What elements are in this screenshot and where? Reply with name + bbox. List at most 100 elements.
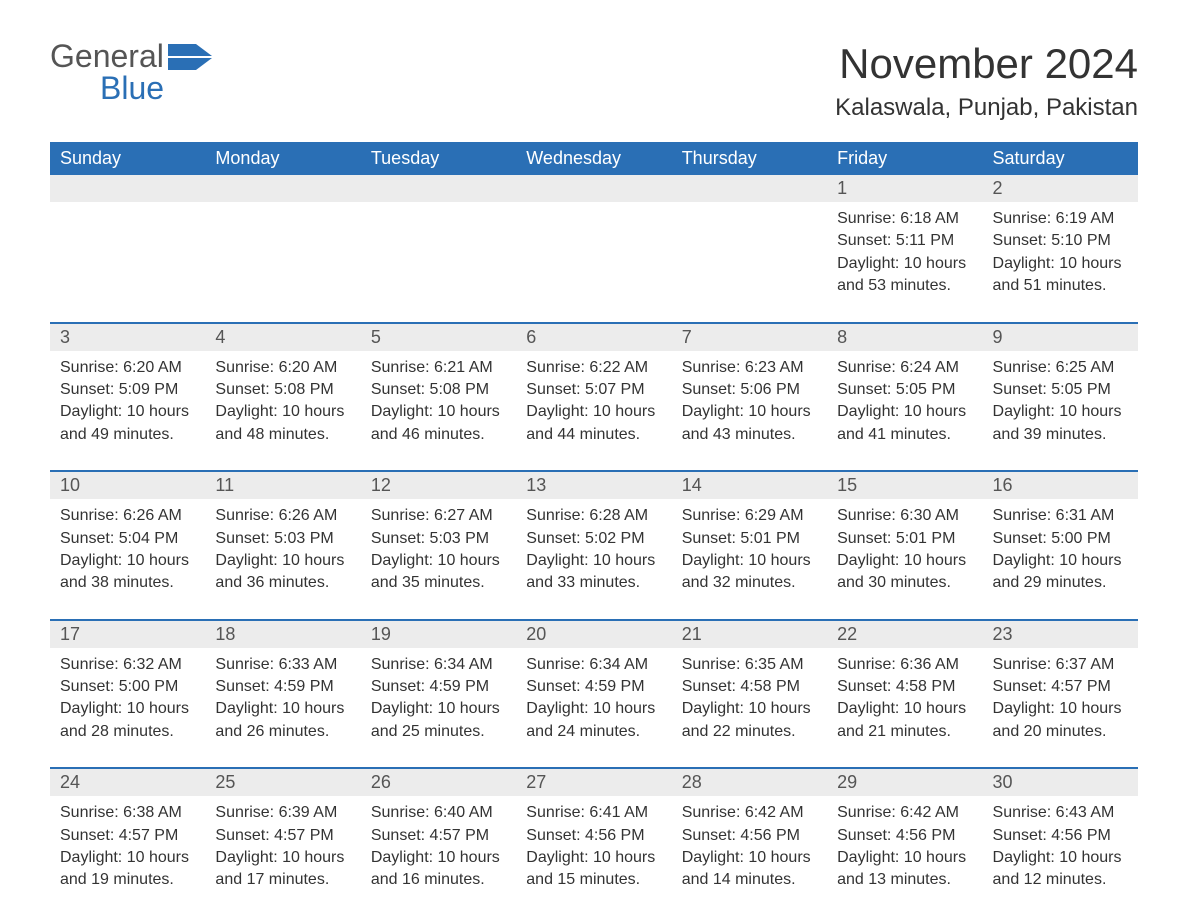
calendar-table: SundayMondayTuesdayWednesdayThursdayFrid… [50, 142, 1138, 916]
day-number: 24 [50, 769, 205, 796]
day-number: 12 [361, 472, 516, 499]
sunrise-text: Sunrise: 6:21 AM [371, 357, 506, 379]
day-number: 27 [516, 769, 671, 796]
calendar-cell [672, 175, 827, 323]
day-number [516, 175, 671, 202]
daylight2-text: and 39 minutes. [993, 424, 1128, 446]
day-number: 3 [50, 324, 205, 351]
sunrise-text: Sunrise: 6:30 AM [837, 505, 972, 527]
day-number: 9 [983, 324, 1138, 351]
weekday-header: Thursday [672, 142, 827, 175]
sunrise-text: Sunrise: 6:35 AM [682, 654, 817, 676]
daylight2-text: and 30 minutes. [837, 572, 972, 594]
weekday-header-row: SundayMondayTuesdayWednesdayThursdayFrid… [50, 142, 1138, 175]
day-data: Sunrise: 6:36 AMSunset: 4:58 PMDaylight:… [827, 648, 982, 768]
month-title: November 2024 [835, 40, 1138, 88]
daylight1-text: Daylight: 10 hours [837, 550, 972, 572]
weekday-header: Saturday [983, 142, 1138, 175]
location: Kalaswala, Punjab, Pakistan [835, 94, 1138, 122]
daylight1-text: Daylight: 10 hours [60, 847, 195, 869]
sunset-text: Sunset: 4:56 PM [526, 825, 661, 847]
sunset-text: Sunset: 4:56 PM [837, 825, 972, 847]
sunset-text: Sunset: 5:00 PM [993, 528, 1128, 550]
day-data: Sunrise: 6:24 AMSunset: 5:05 PMDaylight:… [827, 351, 982, 471]
sunrise-text: Sunrise: 6:38 AM [60, 802, 195, 824]
daylight1-text: Daylight: 10 hours [682, 550, 817, 572]
daylight1-text: Daylight: 10 hours [215, 698, 350, 720]
calendar-week-row: 10Sunrise: 6:26 AMSunset: 5:04 PMDayligh… [50, 471, 1138, 620]
daylight1-text: Daylight: 10 hours [837, 253, 972, 275]
day-number: 1 [827, 175, 982, 202]
calendar-cell: 16Sunrise: 6:31 AMSunset: 5:00 PMDayligh… [983, 471, 1138, 620]
calendar-cell: 10Sunrise: 6:26 AMSunset: 5:04 PMDayligh… [50, 471, 205, 620]
calendar-cell: 19Sunrise: 6:34 AMSunset: 4:59 PMDayligh… [361, 620, 516, 769]
calendar-cell: 20Sunrise: 6:34 AMSunset: 4:59 PMDayligh… [516, 620, 671, 769]
daylight2-text: and 33 minutes. [526, 572, 661, 594]
day-number [50, 175, 205, 202]
day-data: Sunrise: 6:29 AMSunset: 5:01 PMDaylight:… [672, 499, 827, 619]
day-number: 19 [361, 621, 516, 648]
day-data: Sunrise: 6:40 AMSunset: 4:57 PMDaylight:… [361, 796, 516, 916]
daylight1-text: Daylight: 10 hours [215, 847, 350, 869]
sunset-text: Sunset: 5:03 PM [215, 528, 350, 550]
calendar-cell: 23Sunrise: 6:37 AMSunset: 4:57 PMDayligh… [983, 620, 1138, 769]
day-data: Sunrise: 6:18 AMSunset: 5:11 PMDaylight:… [827, 202, 982, 322]
day-number: 11 [205, 472, 360, 499]
sunrise-text: Sunrise: 6:19 AM [993, 208, 1128, 230]
sunrise-text: Sunrise: 6:42 AM [837, 802, 972, 824]
daylight2-text: and 24 minutes. [526, 721, 661, 743]
weekday-header: Monday [205, 142, 360, 175]
daylight2-text: and 49 minutes. [60, 424, 195, 446]
daylight2-text: and 17 minutes. [215, 869, 350, 891]
daylight1-text: Daylight: 10 hours [682, 698, 817, 720]
sunset-text: Sunset: 4:57 PM [215, 825, 350, 847]
day-data: Sunrise: 6:35 AMSunset: 4:58 PMDaylight:… [672, 648, 827, 768]
sunrise-text: Sunrise: 6:33 AM [215, 654, 350, 676]
day-data: Sunrise: 6:28 AMSunset: 5:02 PMDaylight:… [516, 499, 671, 619]
day-number: 6 [516, 324, 671, 351]
day-number: 30 [983, 769, 1138, 796]
day-number [361, 175, 516, 202]
daylight1-text: Daylight: 10 hours [215, 550, 350, 572]
daylight2-text: and 22 minutes. [682, 721, 817, 743]
weekday-header: Friday [827, 142, 982, 175]
daylight1-text: Daylight: 10 hours [60, 550, 195, 572]
day-data: Sunrise: 6:27 AMSunset: 5:03 PMDaylight:… [361, 499, 516, 619]
calendar-cell: 26Sunrise: 6:40 AMSunset: 4:57 PMDayligh… [361, 768, 516, 916]
daylight2-text: and 36 minutes. [215, 572, 350, 594]
day-data: Sunrise: 6:38 AMSunset: 4:57 PMDaylight:… [50, 796, 205, 916]
day-data: Sunrise: 6:33 AMSunset: 4:59 PMDaylight:… [205, 648, 360, 768]
daylight2-text: and 12 minutes. [993, 869, 1128, 891]
daylight2-text: and 38 minutes. [60, 572, 195, 594]
sunset-text: Sunset: 4:59 PM [371, 676, 506, 698]
sunrise-text: Sunrise: 6:26 AM [215, 505, 350, 527]
daylight1-text: Daylight: 10 hours [993, 550, 1128, 572]
day-data: Sunrise: 6:32 AMSunset: 5:00 PMDaylight:… [50, 648, 205, 768]
daylight2-text: and 16 minutes. [371, 869, 506, 891]
calendar-cell: 13Sunrise: 6:28 AMSunset: 5:02 PMDayligh… [516, 471, 671, 620]
daylight1-text: Daylight: 10 hours [993, 847, 1128, 869]
calendar-cell [516, 175, 671, 323]
daylight1-text: Daylight: 10 hours [682, 401, 817, 423]
sunrise-text: Sunrise: 6:20 AM [215, 357, 350, 379]
daylight2-text: and 21 minutes. [837, 721, 972, 743]
daylight1-text: Daylight: 10 hours [371, 401, 506, 423]
daylight1-text: Daylight: 10 hours [371, 698, 506, 720]
daylight2-text: and 51 minutes. [993, 275, 1128, 297]
day-data: Sunrise: 6:23 AMSunset: 5:06 PMDaylight:… [672, 351, 827, 471]
daylight2-text: and 15 minutes. [526, 869, 661, 891]
sunrise-text: Sunrise: 6:27 AM [371, 505, 506, 527]
day-data [50, 202, 205, 292]
day-data: Sunrise: 6:42 AMSunset: 4:56 PMDaylight:… [827, 796, 982, 916]
sunset-text: Sunset: 5:07 PM [526, 379, 661, 401]
daylight2-text: and 13 minutes. [837, 869, 972, 891]
sunset-text: Sunset: 5:01 PM [682, 528, 817, 550]
calendar-cell: 25Sunrise: 6:39 AMSunset: 4:57 PMDayligh… [205, 768, 360, 916]
sunset-text: Sunset: 5:08 PM [215, 379, 350, 401]
calendar-cell: 12Sunrise: 6:27 AMSunset: 5:03 PMDayligh… [361, 471, 516, 620]
sunset-text: Sunset: 5:10 PM [993, 230, 1128, 252]
sunset-text: Sunset: 5:04 PM [60, 528, 195, 550]
daylight2-text: and 32 minutes. [682, 572, 817, 594]
sunrise-text: Sunrise: 6:26 AM [60, 505, 195, 527]
calendar-cell: 24Sunrise: 6:38 AMSunset: 4:57 PMDayligh… [50, 768, 205, 916]
